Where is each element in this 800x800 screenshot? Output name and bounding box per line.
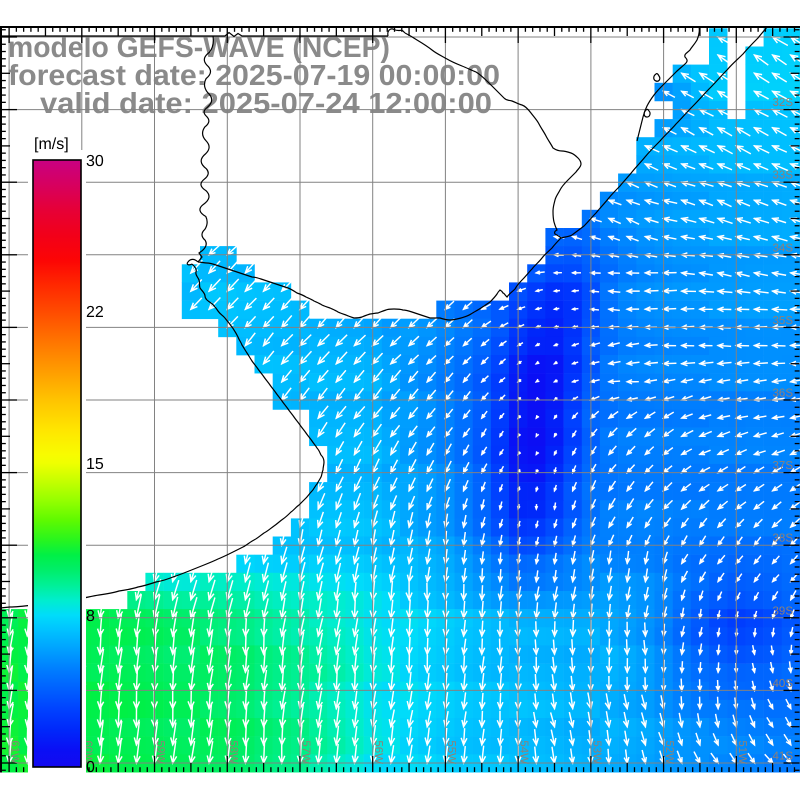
svg-text:34S: 34S bbox=[773, 242, 794, 254]
svg-text:[m/s]: [m/s] bbox=[34, 136, 69, 153]
svg-text:55W: 55W bbox=[445, 740, 457, 764]
svg-text:39S: 39S bbox=[773, 605, 794, 617]
svg-text:36S: 36S bbox=[773, 388, 794, 400]
svg-text:38S: 38S bbox=[773, 533, 794, 545]
svg-text:35S: 35S bbox=[773, 315, 794, 327]
svg-text:59W: 59W bbox=[154, 740, 166, 764]
svg-text:37S: 37S bbox=[773, 460, 794, 472]
svg-text:54W: 54W bbox=[518, 740, 530, 764]
svg-text:53W: 53W bbox=[590, 740, 602, 764]
svg-text:22: 22 bbox=[86, 304, 104, 321]
svg-text:32S: 32S bbox=[773, 97, 794, 109]
svg-text:15: 15 bbox=[86, 456, 104, 473]
svg-text:52W: 52W bbox=[663, 740, 675, 764]
svg-text:forecast date: 2025-07-19 00:0: forecast date: 2025-07-19 00:00:00 bbox=[8, 60, 500, 92]
svg-text:0: 0 bbox=[86, 759, 95, 776]
svg-text:58W: 58W bbox=[227, 740, 239, 764]
svg-text:8: 8 bbox=[86, 608, 95, 625]
svg-text:51W: 51W bbox=[736, 740, 748, 764]
svg-text:61W: 61W bbox=[9, 740, 21, 764]
svg-text:30: 30 bbox=[86, 153, 104, 170]
svg-text:valid date: 2025-07-24 12:00:0: valid date: 2025-07-24 12:00:00 bbox=[40, 88, 492, 120]
svg-text:41S: 41S bbox=[773, 751, 794, 763]
svg-text:33S: 33S bbox=[773, 170, 794, 182]
svg-text:57W: 57W bbox=[300, 740, 312, 764]
svg-text:56W: 56W bbox=[372, 740, 384, 764]
svg-text:40S: 40S bbox=[773, 678, 794, 690]
